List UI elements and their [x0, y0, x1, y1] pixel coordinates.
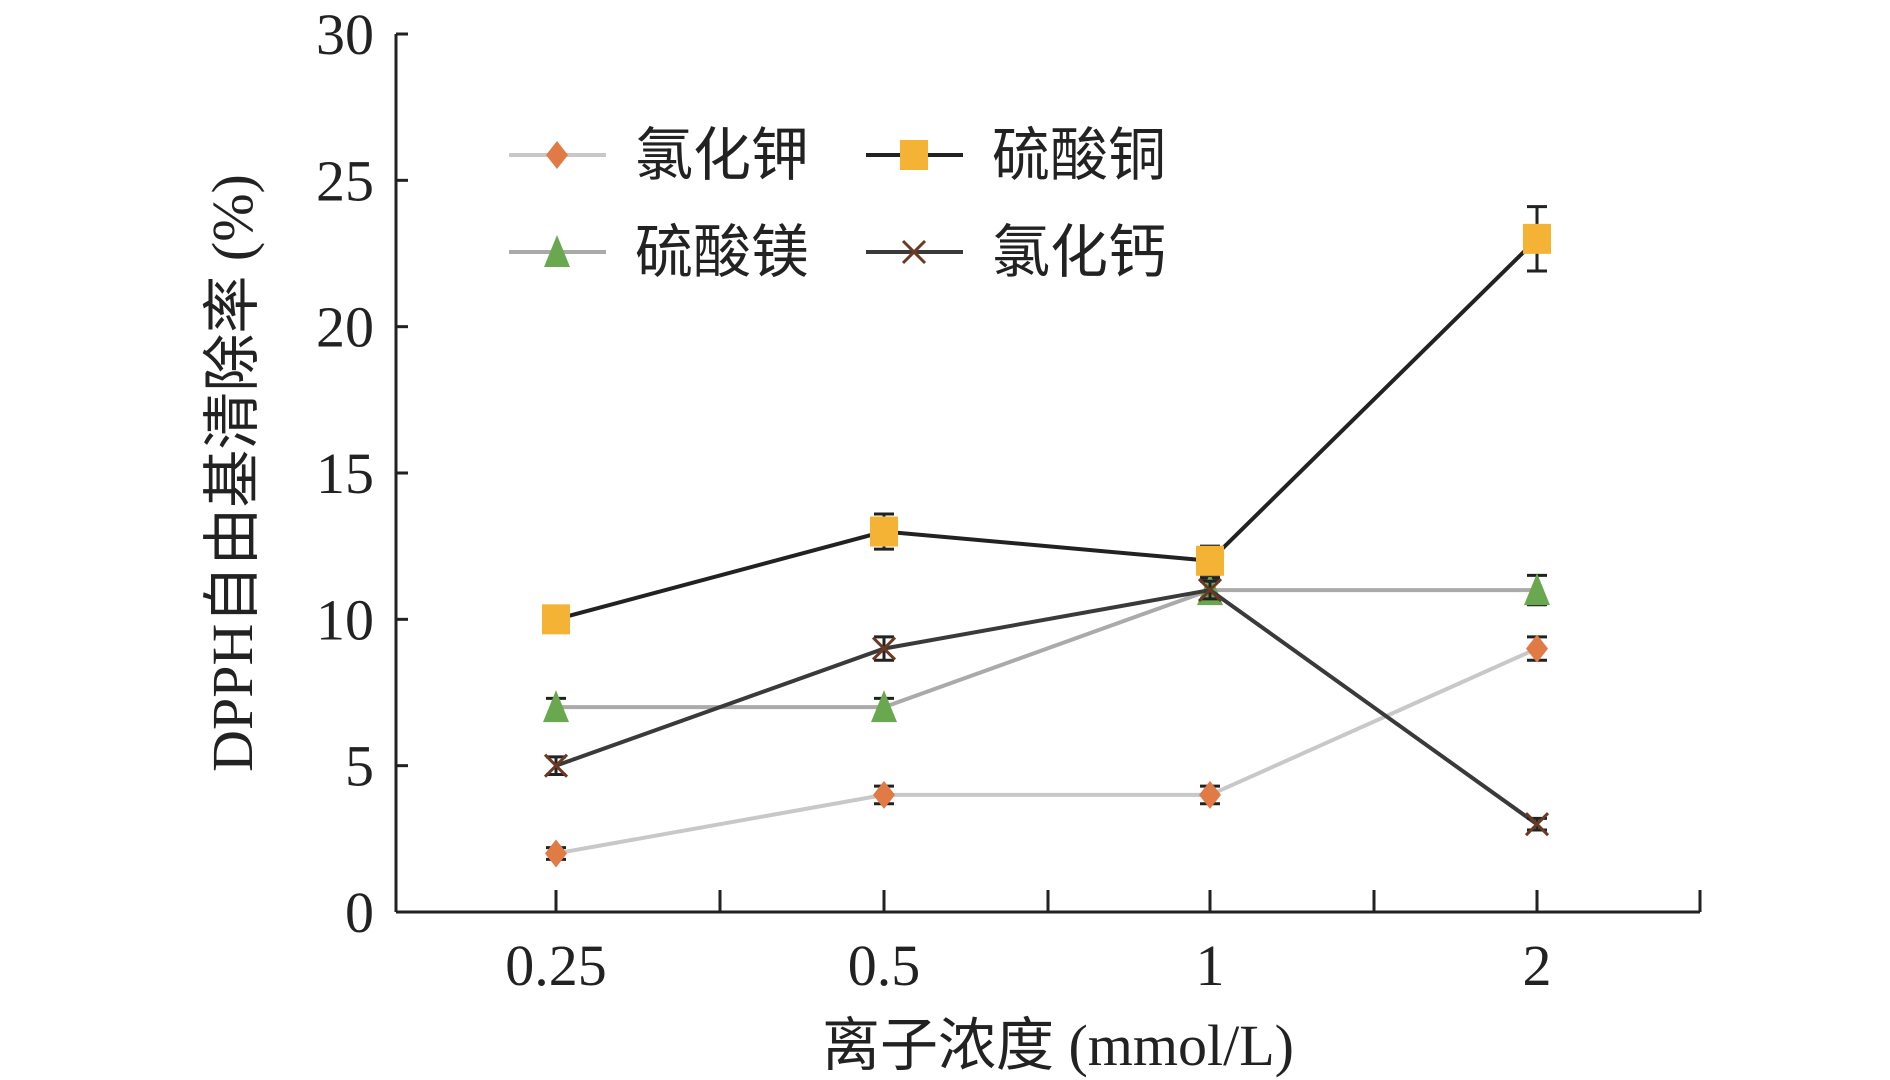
y-axis-label: DPPH自由基清除率 (%)	[200, 174, 265, 772]
data-point	[873, 780, 895, 809]
x-mark-stroke	[1197, 578, 1223, 603]
legend-marker	[901, 239, 927, 265]
data-point	[1199, 780, 1221, 809]
y-tick-label: 15	[316, 441, 374, 506]
x-mark-stroke	[871, 636, 897, 661]
data-point	[542, 604, 570, 635]
data-point	[1524, 812, 1550, 837]
y-tick-label: 10	[316, 587, 374, 652]
legend-marker	[544, 235, 570, 267]
legend-item-1: 氯化钾	[509, 123, 809, 188]
x-tick-label: 2	[1523, 933, 1552, 998]
legend-item-2: 硫酸铜	[866, 123, 1166, 188]
legend-item-3: 硫酸镁	[509, 220, 809, 285]
x-axis-label: 离子浓度 (mmol/L)	[822, 1013, 1294, 1078]
data-point	[545, 839, 567, 868]
data-point	[1524, 573, 1550, 606]
y-tick-label: 0	[345, 880, 374, 945]
data-point	[871, 636, 897, 661]
axes: 0 5 10 15 20 25 30 0.25 0.5 1 2	[316, 2, 1702, 998]
data-point	[1196, 545, 1224, 576]
x-tick-label: 0.5	[848, 933, 921, 998]
y-tick-label: 30	[316, 2, 374, 67]
data-point	[871, 690, 897, 723]
legend-marker	[900, 140, 928, 170]
y-tick-label: 20	[316, 295, 374, 360]
legend-label: 氯化钾	[635, 123, 809, 188]
legend-label: 硫酸铜	[992, 123, 1166, 188]
x-tick-label: 1	[1196, 933, 1225, 998]
x-mark-stroke	[543, 753, 569, 778]
series-1	[545, 634, 1548, 868]
series-2	[542, 205, 1551, 635]
x-mark-stroke	[1524, 812, 1550, 837]
series-3	[543, 573, 1550, 723]
data-point	[1523, 223, 1551, 254]
series-line	[555, 237, 1539, 622]
data-point	[543, 753, 569, 778]
legend-item-4: 氯化钙	[866, 220, 1166, 285]
data-point	[1526, 634, 1548, 663]
x-tick-label: 0.25	[505, 933, 607, 998]
y-tick-label: 5	[345, 734, 374, 799]
series-layer	[542, 205, 1551, 868]
series-line	[555, 587, 1539, 826]
legend-marker	[546, 141, 568, 169]
x-mark-stroke	[901, 239, 927, 265]
data-point	[870, 516, 898, 547]
legend-label: 硫酸镁	[635, 220, 809, 285]
series-4	[543, 578, 1550, 837]
series-line	[556, 588, 1537, 710]
y-tick-label: 25	[316, 148, 374, 213]
data-point	[1197, 578, 1223, 603]
data-point	[543, 690, 569, 723]
series-line	[555, 646, 1538, 856]
legend-label: 氯化钙	[992, 220, 1166, 285]
